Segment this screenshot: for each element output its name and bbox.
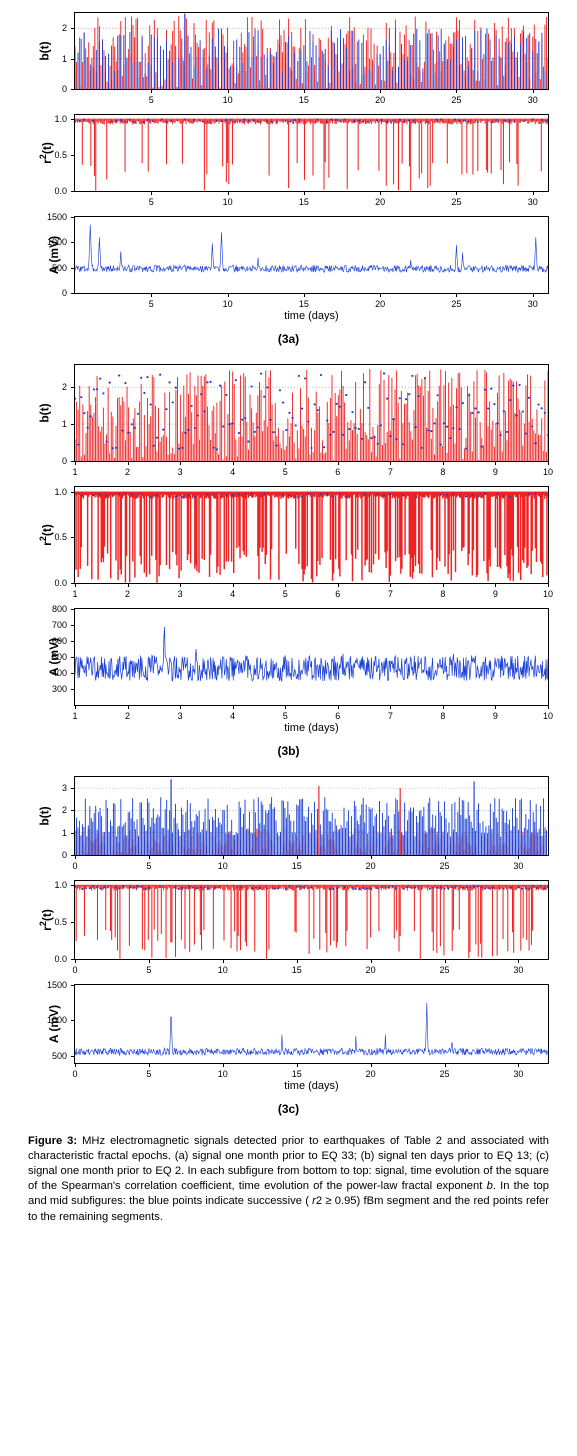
panel-3b-r2: r2(t)0.00.51.012345678910 xyxy=(74,486,549,584)
ylabel: r2(t) xyxy=(38,524,54,546)
panel-3b-amp: A (mV)30040050060070080012345678910 xyxy=(74,608,549,706)
sublabel-3c: (3c) xyxy=(28,1102,549,1116)
subfigure-3a: b(t)01251015202530 r2(t)0.00.51.051015202… xyxy=(28,12,549,346)
panel-3b-bt: b(t)01212345678910 xyxy=(74,364,549,462)
sublabel-3a: (3a) xyxy=(28,332,549,346)
panel-3c-r2: r2(t)0.00.51.0051015202530 xyxy=(74,880,549,960)
subfigure-3b: b(t)01212345678910 r2(t)0.00.51.012345678… xyxy=(28,364,549,758)
panel-3a-r2: r2(t)0.00.51.051015202530 xyxy=(74,114,549,192)
panel-3c-bt: b(t)0123051015202530 xyxy=(74,776,549,856)
panel-3a-amp: A (mV)05001000150051015202530 xyxy=(74,216,549,294)
ylabel: b(t) xyxy=(38,41,52,60)
subfigure-3c: b(t)0123051015202530 r2(t)0.00.51.0051015… xyxy=(28,776,549,1116)
panel-3c-amp: A (mV)50010001500051015202530 xyxy=(74,984,549,1064)
ylabel: b(t) xyxy=(38,806,52,825)
xaxis-label: time (days) xyxy=(74,310,549,322)
figure-caption: Figure 3: MHz electromagnetic signals de… xyxy=(28,1134,549,1225)
ylabel: r2(t) xyxy=(38,909,54,931)
ylabel: b(t) xyxy=(38,403,52,422)
xaxis-label: time (days) xyxy=(74,722,549,734)
sublabel-3b: (3b) xyxy=(28,744,549,758)
xaxis-label: time (days) xyxy=(74,1080,549,1092)
figure-3: b(t)01251015202530 r2(t)0.00.51.051015202… xyxy=(0,0,577,1237)
ylabel: r2(t) xyxy=(38,142,54,164)
panel-3a-bt: b(t)01251015202530 xyxy=(74,12,549,90)
